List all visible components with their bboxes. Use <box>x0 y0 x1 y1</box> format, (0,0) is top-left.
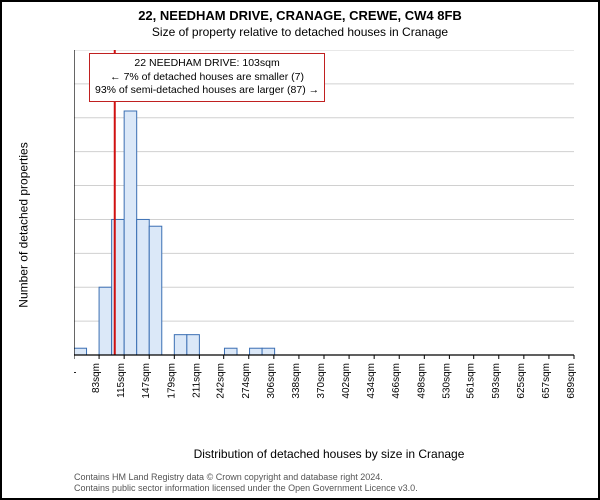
annotation-line3: 93% of semi-detached houses are larger (… <box>95 84 319 98</box>
svg-text:179sqm: 179sqm <box>166 363 177 399</box>
svg-text:561sqm: 561sqm <box>466 363 477 399</box>
chart-title-sub: Size of property relative to detached ho… <box>2 25 598 39</box>
svg-text:498sqm: 498sqm <box>416 363 427 399</box>
chart-title-main: 22, NEEDHAM DRIVE, CRANAGE, CREWE, CW4 8… <box>2 8 598 23</box>
svg-text:147sqm: 147sqm <box>141 363 152 399</box>
svg-text:51sqm: 51sqm <box>74 363 77 393</box>
svg-text:625sqm: 625sqm <box>516 363 527 399</box>
y-axis-label: Number of detached properties <box>14 50 34 400</box>
x-axis-label: Distribution of detached houses by size … <box>74 447 584 461</box>
annotation-box: 22 NEEDHAM DRIVE: 103sqm ← 7% of detache… <box>89 53 325 102</box>
svg-text:338sqm: 338sqm <box>291 363 302 399</box>
annotation-line2: ← 7% of detached houses are smaller (7) <box>95 71 319 85</box>
svg-text:370sqm: 370sqm <box>316 363 327 399</box>
footer-line2: Contains public sector information licen… <box>74 483 418 494</box>
svg-text:402sqm: 402sqm <box>341 363 352 399</box>
svg-text:689sqm: 689sqm <box>566 363 577 399</box>
footer-line1: Contains HM Land Registry data © Crown c… <box>74 472 418 483</box>
footer-text: Contains HM Land Registry data © Crown c… <box>74 472 418 495</box>
svg-text:83sqm: 83sqm <box>91 363 102 393</box>
chart-container: 22, NEEDHAM DRIVE, CRANAGE, CREWE, CW4 8… <box>0 0 600 500</box>
chart-area: 05101520253035404551sqm83sqm115sqm147sqm… <box>74 50 584 400</box>
svg-text:306sqm: 306sqm <box>266 363 277 399</box>
svg-text:466sqm: 466sqm <box>391 363 402 399</box>
svg-text:657sqm: 657sqm <box>541 363 552 399</box>
svg-text:434sqm: 434sqm <box>366 363 377 399</box>
svg-text:242sqm: 242sqm <box>216 363 227 399</box>
svg-text:115sqm: 115sqm <box>116 363 127 398</box>
svg-text:530sqm: 530sqm <box>441 363 452 399</box>
chart-svg: 05101520253035404551sqm83sqm115sqm147sqm… <box>74 50 584 400</box>
annotation-line1: 22 NEEDHAM DRIVE: 103sqm <box>95 57 319 71</box>
svg-text:211sqm: 211sqm <box>191 363 202 398</box>
svg-text:593sqm: 593sqm <box>491 363 502 399</box>
svg-text:274sqm: 274sqm <box>241 363 252 399</box>
